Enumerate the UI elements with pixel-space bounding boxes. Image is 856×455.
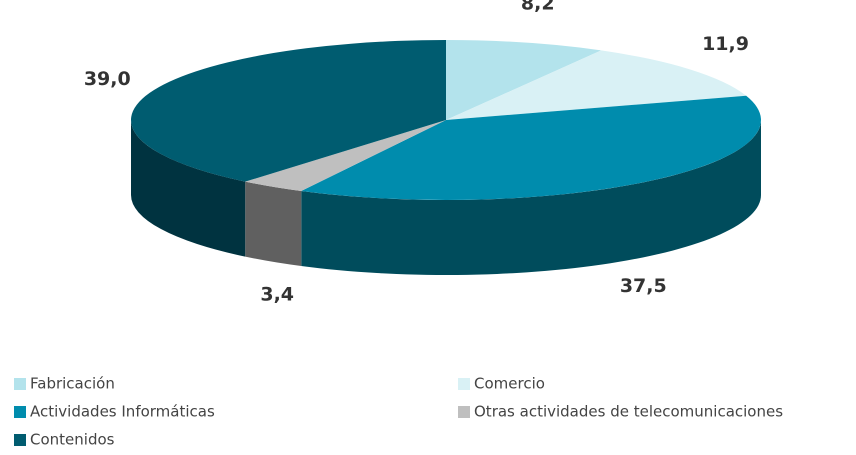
legend-label: Actividades Informáticas bbox=[30, 403, 215, 421]
slice-side bbox=[301, 120, 761, 275]
legend-label: Comercio bbox=[474, 375, 545, 393]
slice bbox=[301, 95, 761, 201]
slice bbox=[245, 120, 446, 192]
legend-swatch bbox=[14, 406, 26, 418]
value-labels: 8,2 11,9 37,5 3,4 39,0 bbox=[84, 0, 749, 306]
legend-label: Contenidos bbox=[30, 431, 115, 449]
slice bbox=[446, 40, 602, 120]
legend-swatch bbox=[14, 378, 26, 390]
data-label: 37,5 bbox=[620, 275, 667, 297]
legend-swatch bbox=[14, 434, 26, 446]
legend-swatch bbox=[458, 406, 470, 418]
slice-side bbox=[245, 181, 302, 267]
legend-swatch bbox=[458, 378, 470, 390]
data-label: 11,9 bbox=[702, 33, 749, 55]
slice bbox=[131, 40, 447, 182]
legend-label: Otras actividades de telecomunicaciones bbox=[474, 403, 783, 421]
data-label: 39,0 bbox=[84, 68, 131, 90]
legend-label: Fabricación bbox=[30, 375, 115, 393]
sides bbox=[131, 120, 761, 275]
data-label: 8,2 bbox=[521, 0, 555, 14]
slice-side bbox=[131, 120, 246, 257]
data-label: 3,4 bbox=[260, 284, 294, 306]
tops bbox=[131, 40, 761, 201]
slice bbox=[446, 50, 747, 120]
legend: Fabricación Comercio Actividades Informáti… bbox=[14, 375, 783, 449]
